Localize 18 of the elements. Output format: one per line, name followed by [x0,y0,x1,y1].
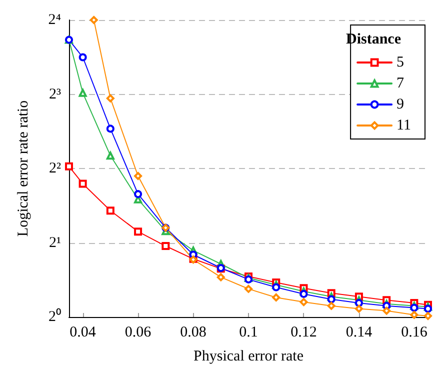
x-tick-label: 0.16 [401,324,428,340]
x-tick-label: 0.06 [124,324,152,340]
y-tick-label: 2⁴ [48,12,61,28]
y-tick-label: 2¹ [49,234,61,251]
y-tick-label: 2⁰ [48,308,61,325]
y-tick-label: 2² [49,160,62,176]
legend-label: 7 [396,76,405,92]
legend-label: 9 [396,96,404,112]
y-axis-title: Logical error rate ratio [16,100,32,237]
y-tick-label: 2³ [49,86,62,102]
x-tick-label: 0.04 [70,324,96,340]
x-tick-label: 0.08 [180,324,206,340]
x-tick-label: 0.12 [290,324,317,340]
x-tick-label: 0.1 [239,324,258,340]
x-tick-label: 0.14 [346,324,373,340]
legend-label: 11 [396,118,412,134]
x-axis-title: Physical error rate [194,348,304,364]
legend-label: 5 [396,54,404,70]
